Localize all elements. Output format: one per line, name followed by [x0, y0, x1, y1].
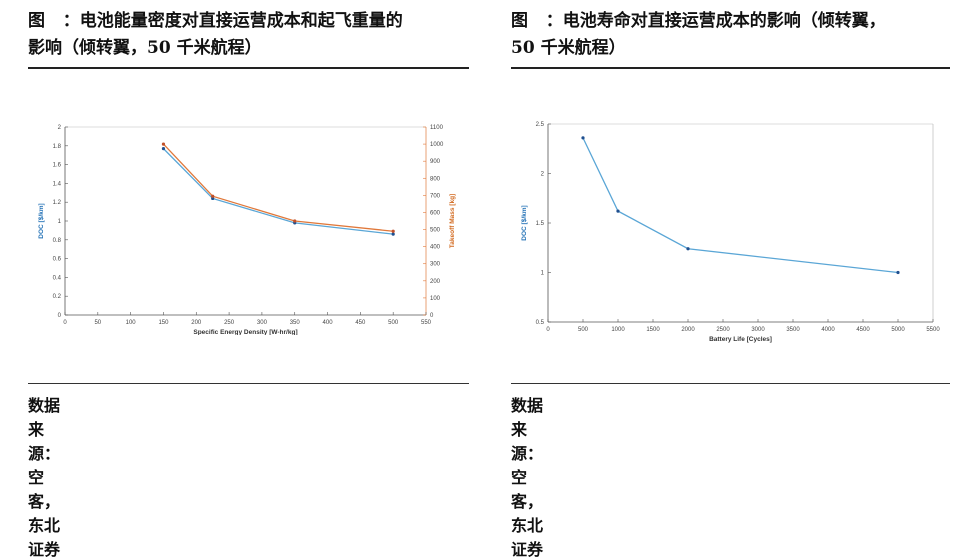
y-tick-label: 1.5: [536, 221, 545, 227]
series-0-line: [582, 137, 899, 274]
y2-tick-label: 400: [430, 245, 441, 251]
left-chart: 0 50 100 150 200 250 300 350 400 450 500 55000.20.4…: [38, 125, 456, 335]
x-tick-label: 2000: [681, 327, 695, 333]
x-tick-label: 350: [290, 320, 301, 326]
right-figure-caption-line1: 图 ：电池寿命对直接运营成本的影响（倾转翼，: [511, 11, 886, 31]
y2-tick-label: 1100: [430, 125, 444, 131]
series-0-point: [161, 147, 166, 151]
y-tick-label: 1.2: [53, 200, 62, 206]
y-tick-label: 0.5: [536, 320, 545, 326]
x-tick-label: 0: [63, 320, 67, 326]
x-tick-label: 5500: [926, 327, 940, 333]
x-tick-label: 4500: [856, 327, 870, 333]
right-figure-caption-line2: 50 千米航程）: [511, 38, 626, 58]
y-tick-label: 0.6: [53, 257, 62, 263]
left-figure-caption-line1: 图 ：电池能量密度对直接运营成本和起飞重量的: [28, 11, 403, 31]
right-source-note: 数据来源：空客， 东北证券: [511, 396, 544, 559]
series-1-line: [162, 143, 394, 232]
y2-tick-label: 1000: [430, 142, 444, 148]
y-tick-label: 2: [541, 172, 545, 178]
x-tick-label: 0: [546, 327, 550, 333]
x-tick-label: 1000: [611, 327, 625, 333]
y-axis-label: DOC [$/km]: [38, 203, 45, 238]
x-tick-label: 3000: [751, 327, 765, 333]
y-tick-label: 0.8: [53, 238, 62, 244]
x-tick-label: 550: [421, 320, 432, 326]
y2-tick-label: 800: [430, 176, 441, 182]
y-tick-label: 0: [58, 313, 62, 319]
x-tick-label: 3500: [786, 327, 800, 333]
x-tick-label: 4000: [821, 327, 835, 333]
right-chart: 0 500 1000 1500 2000 2500 3000 3500 4000 4500 5000…: [521, 122, 940, 343]
y-tick-label: 1.8: [53, 144, 62, 150]
y-tick-label: 1.4: [53, 181, 62, 187]
left-figure-caption-line2: 影响（倾转翼，50 千米航程）: [28, 38, 262, 58]
series-1-point: [391, 229, 395, 233]
series-0-line: [162, 148, 394, 235]
x-tick-label: 1500: [646, 327, 660, 333]
y2-tick-label: 700: [430, 193, 441, 199]
y2-tick-label: 100: [430, 296, 441, 302]
left-source-rule: [28, 383, 469, 384]
y2-tick-label: 900: [430, 159, 441, 165]
series-0-point: [211, 196, 215, 201]
series-1-point: [211, 194, 215, 198]
y-tick-label: 1.6: [53, 163, 62, 169]
x-tick-label: 300: [257, 320, 268, 326]
y2-axis-label: Takeoff Mass [kg]: [449, 194, 456, 248]
right-source-rule: [511, 383, 950, 384]
x-tick-label: 450: [355, 320, 366, 326]
left-source-note: 数据来源：空客， 东北证券: [28, 396, 61, 559]
y2-tick-label: 0: [430, 313, 434, 319]
series-0-point: [896, 270, 900, 275]
series-1-point: [293, 219, 297, 223]
x-tick-label: 500: [388, 320, 399, 326]
y-tick-label: 2.5: [536, 122, 545, 128]
y-axis-label: DOC [$/km]: [521, 205, 528, 240]
x-tick-label: 5000: [891, 327, 905, 333]
x-tick-label: 100: [126, 320, 137, 326]
y2-tick-label: 300: [430, 262, 441, 268]
x-tick-label: 400: [323, 320, 334, 326]
y-tick-label: 2: [58, 125, 62, 131]
y2-tick-label: 500: [430, 228, 441, 234]
series-0-point: [581, 136, 585, 140]
x-tick-label: 250: [224, 320, 235, 326]
right-caption-rule: [511, 67, 950, 69]
x-tick-label: 2500: [716, 327, 730, 333]
x-tick-label: 150: [158, 320, 169, 326]
series-1-point: [161, 142, 166, 146]
y2-tick-label: 600: [430, 210, 441, 216]
y-tick-label: 1: [541, 271, 545, 277]
series-0-point: [391, 232, 395, 236]
y-tick-label: 0.2: [53, 294, 62, 300]
x-tick-label: 200: [191, 320, 202, 326]
x-tick-label: 500: [578, 327, 589, 333]
x-axis-label: Battery Life [Cycles]: [709, 336, 772, 343]
left-caption-rule: [28, 67, 469, 69]
y-tick-label: 1: [58, 219, 62, 225]
series-0-point: [686, 247, 690, 251]
y-tick-label: 0.4: [53, 275, 62, 281]
x-tick-label: 50: [94, 320, 101, 326]
series-0-point: [616, 209, 620, 213]
x-axis-label: Specific Energy Density [W-hr/kg]: [193, 329, 297, 335]
y2-tick-label: 200: [430, 279, 441, 285]
